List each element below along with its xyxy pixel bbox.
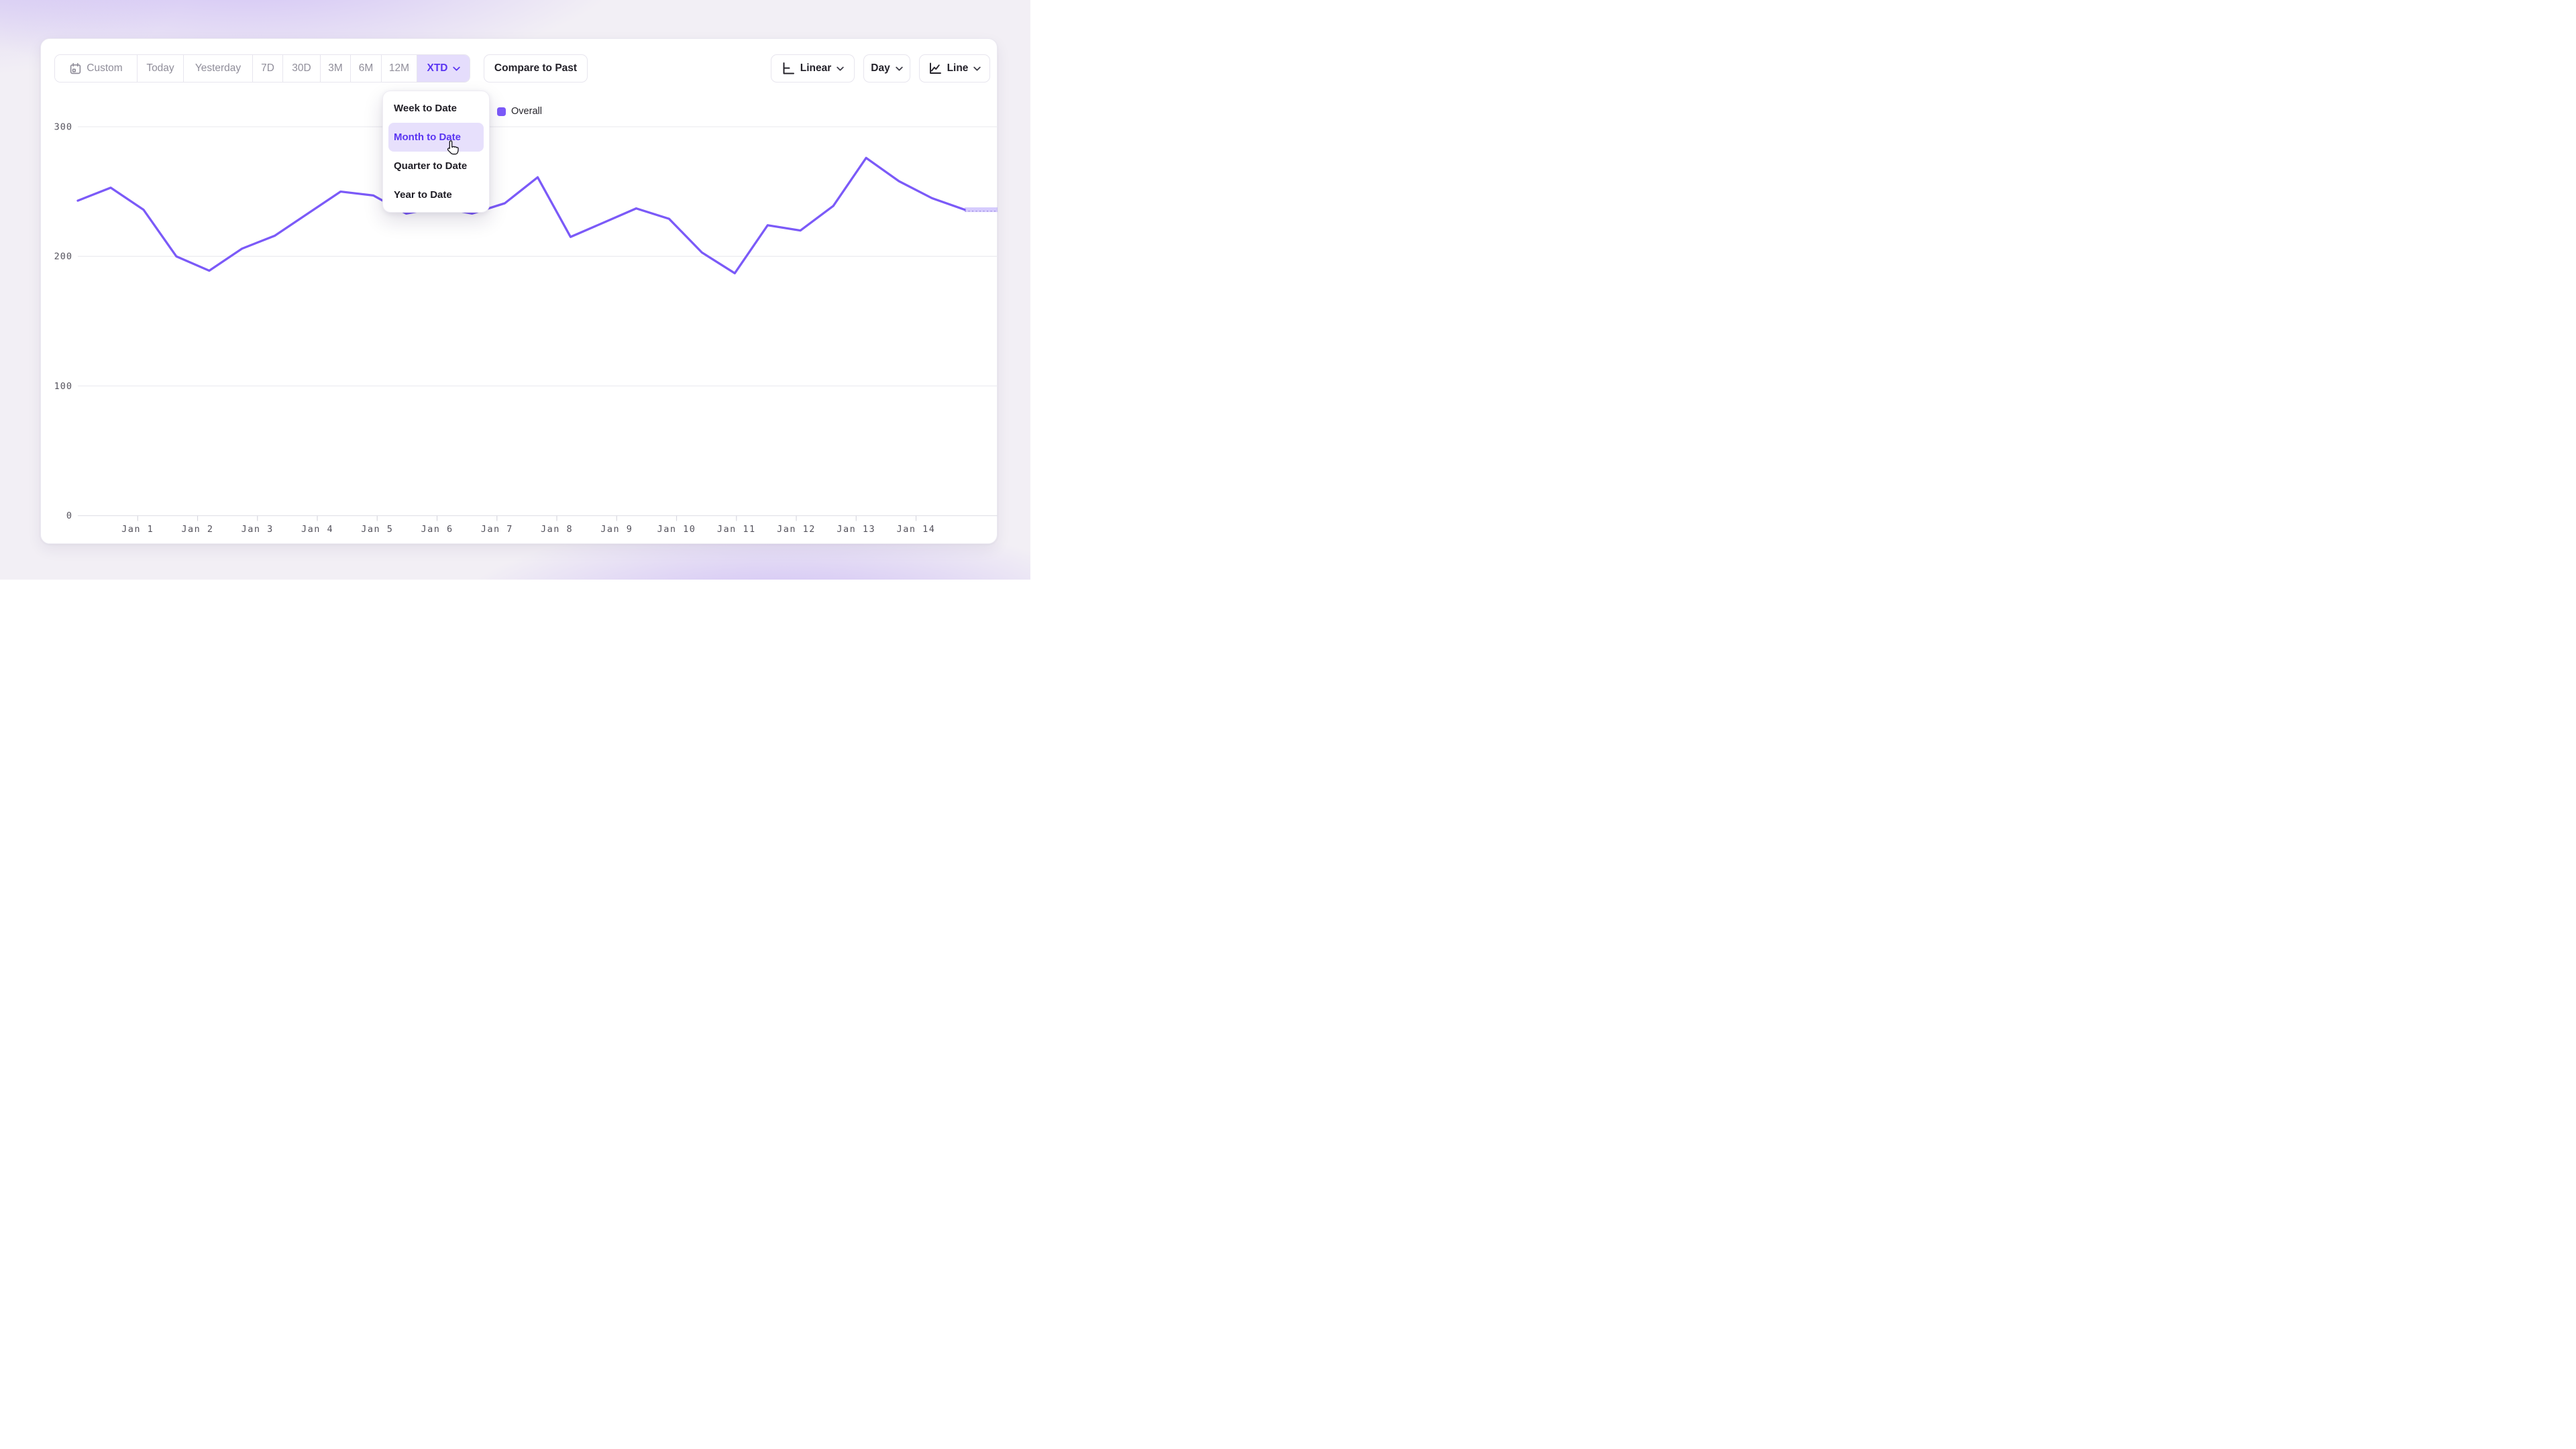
date-range-label: 3M <box>328 62 343 74</box>
date-range-custom[interactable]: Custom <box>55 55 138 82</box>
interval-selector-button[interactable]: Day <box>863 54 910 83</box>
y-axis-label: 200 <box>54 252 72 262</box>
calendar-icon <box>70 62 81 74</box>
date-options-dropdown: Week to Date Month to Date Quarter to Date… <box>382 91 490 213</box>
button-label: Day <box>871 62 890 74</box>
chart-card: 0 100 200 300 Jan 1 Jan 2 Jan 3 Jan 4 Jan 5 Jan 6… <box>40 38 998 544</box>
date-range-xtd[interactable]: XTD <box>417 55 470 82</box>
date-range-3m[interactable]: 3M <box>321 55 351 82</box>
x-axis-label: Jan 11 <box>717 524 756 535</box>
series-line-overall <box>76 156 966 274</box>
x-axis-label: Jan 7 <box>481 524 513 535</box>
dropdown-item-label: Month to Date <box>394 131 461 143</box>
chevron-down-icon <box>837 66 844 70</box>
date-range-7d[interactable]: 7D <box>253 55 283 82</box>
y-axis-label: 100 <box>54 381 72 392</box>
page-background: 0 100 200 300 Jan 1 Jan 2 Jan 3 Jan 4 Jan 5 Jan 6… <box>0 0 1030 580</box>
x-axis-label: Jan 9 <box>600 524 633 535</box>
dropdown-item-label: Week to Date <box>394 103 457 114</box>
dropdown-item-month-to-date[interactable]: Month to Date <box>388 123 484 152</box>
dropdown-item-label: Quarter to Date <box>394 160 468 172</box>
dropdown-item-week-to-date[interactable]: Week to Date <box>383 94 489 123</box>
dropdown-item-label: Year to Date <box>394 189 452 201</box>
button-label: Linear <box>800 62 832 74</box>
chart-controls: Linear Day Line <box>771 54 990 83</box>
date-range-label: 12M <box>388 62 410 74</box>
linear-scale-icon <box>783 62 794 74</box>
date-range-yesterday[interactable]: Yesterday <box>184 55 253 82</box>
date-range-12m[interactable]: 12M <box>382 55 417 82</box>
x-axis-label: Jan 2 <box>181 524 213 535</box>
date-range-label: 7D <box>261 62 274 74</box>
date-range-label: 6M <box>358 62 374 74</box>
date-range-label: Today <box>146 62 174 74</box>
date-range-label: 30D <box>292 62 311 74</box>
x-axis-label: Jan 12 <box>777 524 816 535</box>
date-range-30d[interactable]: 30D <box>283 55 321 82</box>
dropdown-item-year-to-date[interactable]: Year to Date <box>383 180 489 209</box>
x-axis-label: Jan 13 <box>837 524 875 535</box>
chevron-down-icon <box>452 66 460 70</box>
date-range-label: XTD <box>427 62 448 74</box>
scale-selector-button[interactable]: Linear <box>771 54 855 83</box>
y-axis-label: 0 <box>66 511 72 521</box>
x-axis-label: Jan 10 <box>657 524 696 535</box>
line-chart[interactable]: 0 100 200 300 Jan 1 Jan 2 Jan 3 Jan 4 Jan 5 Jan 6… <box>41 39 998 545</box>
chevron-down-icon <box>896 66 903 70</box>
x-axis-label: Jan 3 <box>241 524 274 535</box>
date-range-group: Custom Today Yesterday 7D 30D 3M 6M 12M XTD <box>54 54 470 83</box>
date-range-label: Yesterday <box>195 62 241 74</box>
compare-to-past-button[interactable]: Compare to Past <box>484 54 588 83</box>
x-axis-label: Jan 8 <box>541 524 573 535</box>
date-range-label: Custom <box>87 62 123 74</box>
x-axis-label: Jan 1 <box>121 524 154 535</box>
x-axis-label: Jan 6 <box>421 524 453 535</box>
button-label: Line <box>947 62 969 74</box>
chart-type-selector-button[interactable]: Line <box>919 54 990 83</box>
x-axis-label: Jan 4 <box>301 524 333 535</box>
dropdown-item-quarter-to-date[interactable]: Quarter to Date <box>383 152 489 180</box>
x-axis-label: Jan 14 <box>897 524 936 535</box>
y-axis-label: 300 <box>54 122 72 133</box>
date-range-today[interactable]: Today <box>138 55 184 82</box>
x-axis-label: Jan 5 <box>361 524 393 535</box>
line-chart-icon <box>929 62 941 74</box>
chevron-down-icon <box>973 66 981 70</box>
toolbar: Custom Today Yesterday 7D 30D 3M 6M 12M XTD Comp… <box>54 54 990 83</box>
date-range-6m[interactable]: 6M <box>351 55 382 82</box>
